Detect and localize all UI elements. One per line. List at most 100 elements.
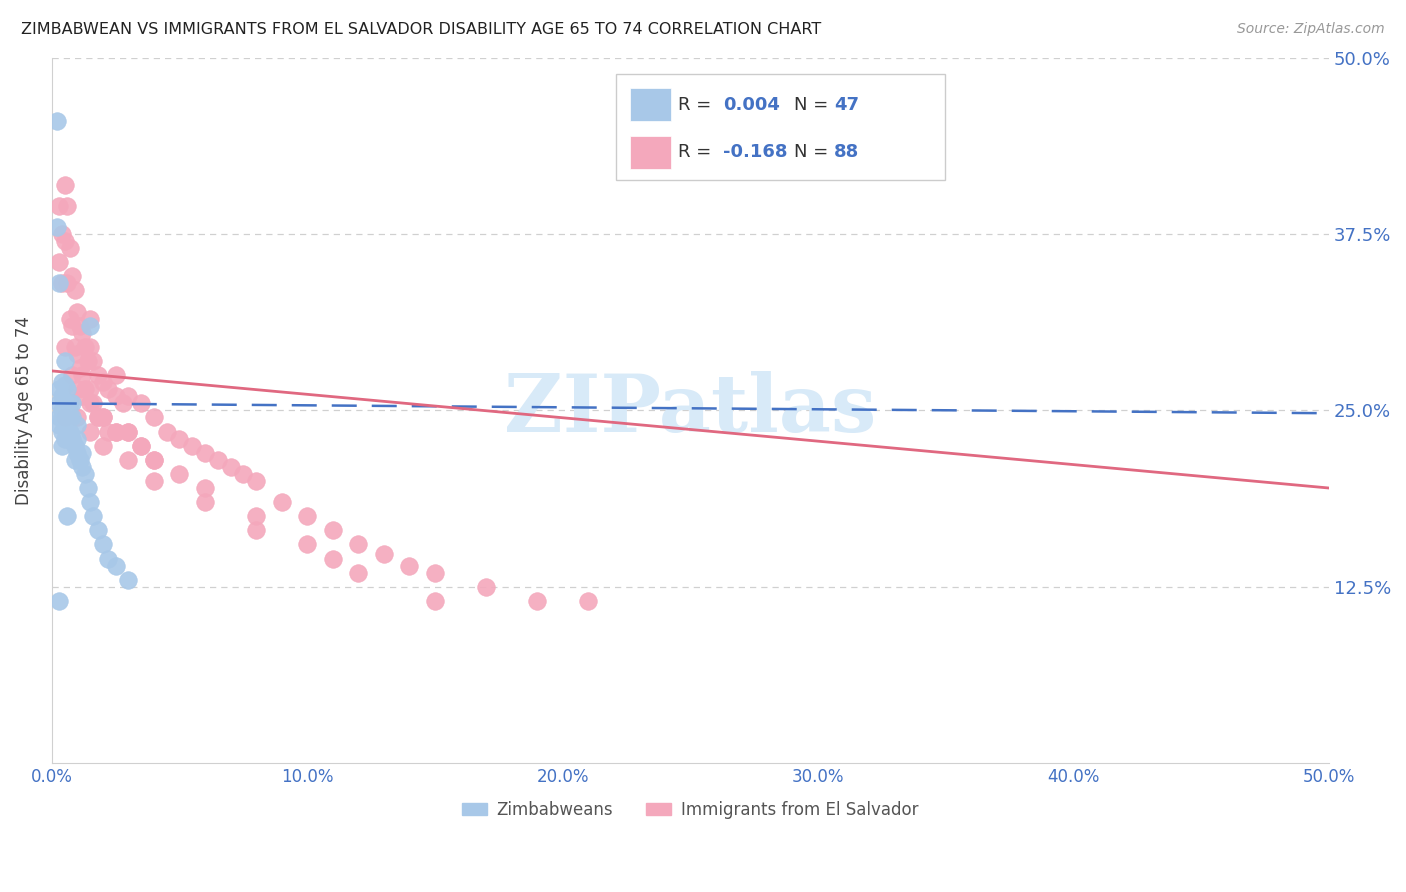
Point xyxy=(82,396,104,410)
Point xyxy=(76,481,98,495)
Point xyxy=(51,389,73,403)
Point xyxy=(97,551,120,566)
Point xyxy=(53,178,76,192)
Point xyxy=(87,410,110,425)
Point xyxy=(104,425,127,439)
Point xyxy=(245,474,267,488)
Point xyxy=(60,269,83,284)
Point xyxy=(63,284,86,298)
Point xyxy=(66,446,89,460)
Point xyxy=(82,354,104,368)
Point xyxy=(51,227,73,241)
Point xyxy=(232,467,254,481)
Point xyxy=(59,425,82,439)
Point xyxy=(104,368,127,383)
Point xyxy=(156,425,179,439)
Point xyxy=(347,537,370,551)
Point xyxy=(56,410,79,425)
Point xyxy=(112,396,135,410)
Point xyxy=(576,594,599,608)
Text: Source: ZipAtlas.com: Source: ZipAtlas.com xyxy=(1237,22,1385,37)
Text: N =: N = xyxy=(794,143,834,161)
Legend: Zimbabweans, Immigrants from El Salvador: Zimbabweans, Immigrants from El Salvador xyxy=(456,794,925,825)
Point xyxy=(270,495,292,509)
Point xyxy=(53,340,76,354)
Y-axis label: Disability Age 65 to 74: Disability Age 65 to 74 xyxy=(15,316,32,505)
Point xyxy=(295,509,318,524)
Point xyxy=(79,495,101,509)
Text: R =: R = xyxy=(678,143,717,161)
Point xyxy=(117,425,139,439)
Point xyxy=(87,524,110,538)
Point xyxy=(117,452,139,467)
Point xyxy=(69,318,91,333)
Point xyxy=(60,396,83,410)
Point xyxy=(91,375,114,389)
Point xyxy=(475,580,498,594)
Point xyxy=(169,467,191,481)
Point xyxy=(129,439,152,453)
Point xyxy=(79,340,101,354)
Point xyxy=(117,425,139,439)
Point xyxy=(45,114,67,128)
Point xyxy=(91,439,114,453)
Text: ZIPatlas: ZIPatlas xyxy=(505,371,876,450)
Point xyxy=(59,410,82,425)
Point xyxy=(59,396,82,410)
Text: R =: R = xyxy=(678,95,717,113)
Point xyxy=(322,551,344,566)
Point xyxy=(66,417,89,432)
Point xyxy=(79,318,101,333)
Point xyxy=(91,410,114,425)
Point xyxy=(87,410,110,425)
Point xyxy=(169,432,191,446)
Point xyxy=(72,389,94,403)
Point xyxy=(60,432,83,446)
Point xyxy=(79,311,101,326)
Point xyxy=(51,375,73,389)
Point xyxy=(87,368,110,383)
Point xyxy=(97,382,120,396)
Point xyxy=(51,439,73,453)
Point xyxy=(63,452,86,467)
Point xyxy=(60,410,83,425)
Point xyxy=(51,277,73,291)
Point xyxy=(73,467,96,481)
Text: N =: N = xyxy=(794,95,834,113)
Point xyxy=(53,396,76,410)
Point xyxy=(104,425,127,439)
Point xyxy=(48,199,70,213)
Point xyxy=(142,452,165,467)
Point xyxy=(48,382,70,396)
Point xyxy=(73,382,96,396)
Point xyxy=(59,241,82,255)
Point xyxy=(53,410,76,425)
Point xyxy=(66,347,89,361)
Point xyxy=(69,452,91,467)
Point xyxy=(48,277,70,291)
Point xyxy=(245,509,267,524)
Point xyxy=(194,495,217,509)
Point xyxy=(53,354,76,368)
Point xyxy=(142,410,165,425)
Point xyxy=(219,459,242,474)
Point xyxy=(423,594,446,608)
Point xyxy=(91,537,114,551)
Point xyxy=(423,566,446,580)
Point xyxy=(117,573,139,587)
Point xyxy=(72,368,94,383)
Point xyxy=(66,410,89,425)
Point xyxy=(373,547,395,561)
Point xyxy=(97,425,120,439)
Point xyxy=(117,389,139,403)
Point xyxy=(66,432,89,446)
Point xyxy=(51,425,73,439)
Point xyxy=(398,558,420,573)
Point xyxy=(51,410,73,425)
Point xyxy=(56,396,79,410)
Point xyxy=(56,277,79,291)
Point xyxy=(56,509,79,524)
Point xyxy=(194,481,217,495)
Point xyxy=(48,594,70,608)
Point xyxy=(53,234,76,248)
